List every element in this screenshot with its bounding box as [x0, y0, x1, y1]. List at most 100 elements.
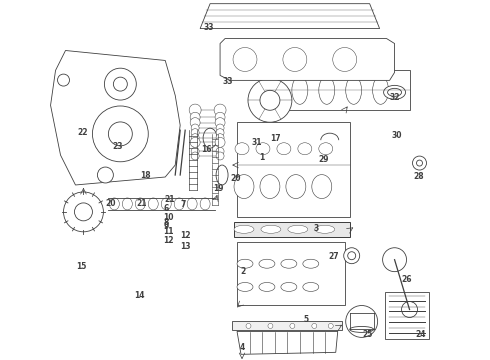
Text: 18: 18	[140, 171, 150, 180]
Ellipse shape	[312, 175, 332, 198]
Ellipse shape	[259, 259, 275, 268]
Text: 20: 20	[106, 199, 116, 208]
Circle shape	[190, 112, 200, 122]
Ellipse shape	[135, 198, 145, 210]
Polygon shape	[220, 39, 394, 80]
Ellipse shape	[319, 143, 333, 155]
Polygon shape	[50, 50, 180, 185]
Circle shape	[113, 77, 127, 91]
Text: 3: 3	[314, 224, 318, 233]
Bar	[234, 222, 350, 237]
Ellipse shape	[303, 259, 319, 268]
Ellipse shape	[148, 198, 158, 210]
Text: 17: 17	[270, 134, 281, 143]
Text: 4: 4	[240, 343, 245, 352]
Polygon shape	[237, 332, 338, 354]
Text: 21: 21	[137, 199, 147, 208]
Ellipse shape	[384, 85, 406, 99]
Text: 23: 23	[112, 142, 122, 151]
Circle shape	[216, 129, 224, 137]
Circle shape	[216, 124, 224, 132]
Circle shape	[283, 48, 307, 71]
Bar	[265, 71, 410, 110]
Circle shape	[74, 203, 93, 221]
Ellipse shape	[237, 283, 253, 292]
Text: 33: 33	[203, 23, 214, 32]
Ellipse shape	[372, 76, 389, 104]
Ellipse shape	[350, 327, 374, 332]
Ellipse shape	[260, 175, 280, 198]
Text: 26: 26	[401, 275, 412, 284]
Circle shape	[246, 323, 251, 328]
Text: 19: 19	[213, 184, 224, 193]
Text: 5: 5	[304, 315, 309, 324]
Circle shape	[233, 48, 257, 71]
Circle shape	[413, 156, 426, 170]
Text: 28: 28	[414, 172, 424, 181]
Circle shape	[191, 129, 199, 137]
Text: 25: 25	[362, 330, 372, 339]
Text: 27: 27	[328, 252, 339, 261]
Circle shape	[98, 167, 113, 183]
Circle shape	[93, 106, 148, 162]
Text: 11: 11	[163, 227, 174, 236]
Circle shape	[191, 124, 199, 132]
Circle shape	[57, 74, 70, 86]
Ellipse shape	[286, 175, 306, 198]
Ellipse shape	[161, 198, 171, 210]
Text: 8: 8	[163, 218, 169, 227]
Circle shape	[191, 147, 199, 155]
Ellipse shape	[277, 143, 291, 155]
Circle shape	[346, 306, 378, 337]
Circle shape	[348, 252, 356, 260]
Circle shape	[248, 78, 292, 122]
Text: 12: 12	[180, 231, 191, 240]
Ellipse shape	[235, 143, 249, 155]
Text: 7: 7	[180, 199, 186, 208]
Circle shape	[343, 248, 360, 264]
Bar	[237, 122, 350, 217]
Circle shape	[260, 90, 280, 110]
Ellipse shape	[298, 143, 312, 155]
Text: 21: 21	[165, 195, 175, 204]
Ellipse shape	[187, 198, 197, 210]
Ellipse shape	[200, 198, 210, 210]
Ellipse shape	[292, 76, 308, 104]
Text: 30: 30	[392, 131, 402, 140]
Circle shape	[215, 118, 225, 127]
Ellipse shape	[265, 76, 281, 104]
Ellipse shape	[234, 175, 254, 198]
Circle shape	[215, 112, 225, 122]
Ellipse shape	[281, 259, 297, 268]
Text: 2: 2	[240, 267, 245, 276]
Text: 22: 22	[77, 128, 88, 137]
Ellipse shape	[261, 225, 281, 233]
Circle shape	[416, 160, 422, 166]
Circle shape	[216, 147, 224, 155]
Text: 29: 29	[318, 155, 329, 164]
Ellipse shape	[346, 76, 362, 104]
Ellipse shape	[174, 198, 184, 210]
Ellipse shape	[259, 283, 275, 292]
Circle shape	[191, 152, 199, 160]
Bar	[237, 242, 345, 305]
Ellipse shape	[122, 198, 132, 210]
Circle shape	[333, 48, 357, 71]
Text: 33: 33	[223, 77, 234, 86]
Circle shape	[104, 68, 136, 100]
Ellipse shape	[237, 259, 253, 268]
Circle shape	[290, 323, 295, 328]
Circle shape	[216, 152, 224, 160]
Ellipse shape	[203, 128, 217, 148]
Ellipse shape	[281, 283, 297, 292]
Text: 16: 16	[201, 145, 212, 154]
Circle shape	[214, 104, 226, 116]
Polygon shape	[200, 4, 380, 28]
Text: 24: 24	[416, 330, 426, 339]
Text: 15: 15	[76, 262, 87, 271]
Circle shape	[64, 192, 103, 232]
Ellipse shape	[288, 225, 308, 233]
Ellipse shape	[319, 76, 335, 104]
Text: 32: 32	[389, 93, 400, 102]
Circle shape	[216, 134, 224, 142]
